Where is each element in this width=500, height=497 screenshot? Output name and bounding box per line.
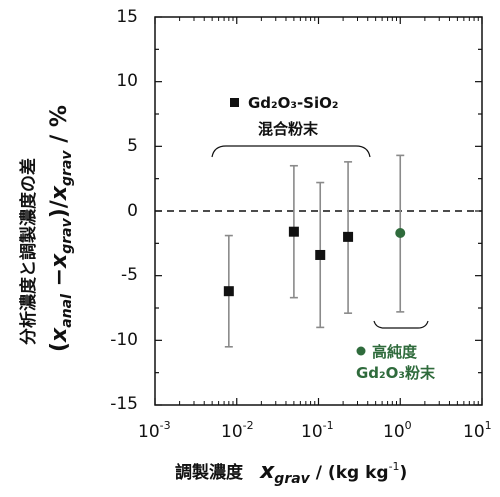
x-tick-label: 10-3 xyxy=(138,419,171,442)
y-axis-title-line1: 分析濃度と調製濃度の差 xyxy=(18,158,39,345)
data-point-square xyxy=(343,231,354,242)
y-tick-label: -5 xyxy=(121,265,138,285)
x-axis-title: 調製濃度 xgrav / (kg kg-1) xyxy=(175,459,407,487)
x-tick-label: 100 xyxy=(383,419,412,442)
data-point-square xyxy=(315,249,326,260)
y-tick-label: 10 xyxy=(116,71,138,91)
y-tick-label: -15 xyxy=(110,394,138,414)
bracket-group2 xyxy=(373,320,429,329)
y-tick-label: 5 xyxy=(127,136,138,156)
x-tick-label: 10-1 xyxy=(301,419,334,442)
data-point-square xyxy=(223,286,234,297)
y-tick-label: -10 xyxy=(110,330,138,350)
legend-square-marker xyxy=(230,98,239,107)
y-tick-label: 0 xyxy=(127,201,138,221)
y-axis-formula: (xanal −xgrav)/xgrav / % xyxy=(47,105,75,352)
data-point-circle xyxy=(395,227,406,238)
bracket-group1 xyxy=(211,145,371,158)
y-tick-label: 15 xyxy=(116,7,138,27)
svg-text:(xanal −xgrav)/xgrav / %: (xanal −xgrav)/xgrav / % xyxy=(47,105,75,352)
x-tick-label: 10-2 xyxy=(221,419,254,442)
y-axis-title: 分析濃度と調製濃度の差 xyxy=(18,158,39,345)
annotation-group1-label1: Gd₂O₃-SiO₂ xyxy=(248,94,338,112)
annotation-group2-label2: Gd₂O₃粉末 xyxy=(356,364,436,382)
data-point-square xyxy=(288,226,299,237)
legend-circle-marker xyxy=(356,346,366,356)
annotation-group1-label2: 混合粉末 xyxy=(258,120,319,138)
x-tick-label: 101 xyxy=(463,419,492,442)
annotation-group2-label1: 高純度 xyxy=(372,343,418,361)
